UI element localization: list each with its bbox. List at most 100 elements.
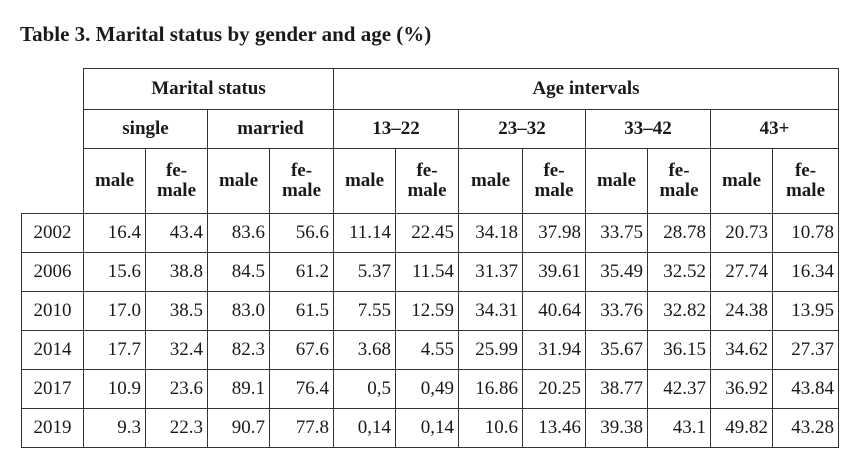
corner-cell (21, 109, 84, 149)
value-cell: 32.82 (647, 291, 712, 331)
corner-cell (21, 68, 84, 110)
value-cell: 36.15 (647, 330, 712, 370)
subgroup-header: single (83, 109, 208, 149)
gender-header-female-part1: fe- (416, 160, 438, 181)
year-cell: 2010 (21, 291, 84, 331)
gender-header-male: male (458, 148, 524, 214)
value-cell: 15.6 (83, 252, 146, 292)
value-cell: 42.37 (647, 369, 712, 409)
value-cell: 11.54 (395, 252, 460, 292)
value-cell: 34.62 (710, 330, 774, 370)
value-cell: 34.18 (458, 213, 524, 253)
gender-header-female-part2: male (156, 180, 197, 201)
value-cell: 61.2 (268, 252, 335, 292)
gender-header-male: male (207, 148, 270, 214)
value-cell: 10.9 (83, 369, 146, 409)
subgroup-header: married (206, 109, 335, 149)
value-cell: 0,49 (395, 369, 460, 409)
value-cell: 11.14 (333, 213, 397, 253)
value-cell: 90.7 (207, 408, 270, 448)
gender-header-female: fe-male (772, 148, 840, 214)
value-cell: 32.52 (647, 252, 712, 292)
value-cell: 76.4 (268, 369, 335, 409)
value-cell: 34.31 (458, 291, 524, 331)
value-cell: 10.78 (772, 213, 840, 253)
gender-header-female-part2: male (785, 180, 826, 201)
value-cell: 38.77 (585, 369, 649, 409)
gender-header-female: fe-male (268, 148, 335, 214)
value-cell: 0,5 (333, 369, 397, 409)
year-cell: 2006 (21, 252, 84, 292)
table-row: 2006 15.6 38.8 84.5 61.2 5.37 11.54 31.37 39.61 3… (21, 252, 840, 292)
gender-header-female-part2: male (659, 180, 699, 201)
value-cell: 3.68 (333, 330, 397, 370)
value-cell: 83.6 (207, 213, 270, 253)
value-cell: 35.67 (585, 330, 649, 370)
value-cell: 84.5 (207, 252, 270, 292)
value-cell: 16.4 (83, 213, 146, 253)
gender-header-male: male (710, 148, 774, 214)
year-cell: 2014 (21, 330, 84, 370)
value-cell: 10.6 (458, 408, 524, 448)
value-cell: 27.74 (710, 252, 774, 292)
gender-header-female-part1: fe- (668, 160, 690, 181)
value-cell: 33.75 (585, 213, 649, 253)
value-cell: 40.64 (522, 291, 587, 331)
value-cell: 28.78 (647, 213, 712, 253)
value-cell: 12.59 (395, 291, 460, 331)
gender-header-female: fe-male (145, 148, 208, 214)
corner-cell (21, 148, 84, 214)
value-cell: 82.3 (207, 330, 270, 370)
year-cell: 2019 (21, 408, 84, 448)
year-cell: 2002 (21, 213, 84, 253)
value-cell: 20.25 (522, 369, 587, 409)
table-row: 2017 10.9 23.6 89.1 76.4 0,5 0,49 16.86 20.25 38.… (21, 369, 840, 409)
gender-header-female-part2: male (407, 180, 447, 201)
table-row: 2019 9.3 22.3 90.7 77.8 0,14 0,14 10.6 13.46 39.3… (21, 408, 840, 448)
value-cell: 83.0 (207, 291, 270, 331)
gender-header-female-part2: male (534, 180, 574, 201)
value-cell: 5.37 (333, 252, 397, 292)
value-cell: 13.46 (522, 408, 587, 448)
value-cell: 31.94 (522, 330, 587, 370)
table-title: Table 3. Marital status by gender and ag… (20, 22, 432, 46)
value-cell: 89.1 (207, 369, 270, 409)
value-cell: 61.5 (268, 291, 335, 331)
value-cell: 24.38 (710, 291, 774, 331)
value-cell: 7.55 (333, 291, 397, 331)
value-cell: 31.37 (458, 252, 524, 292)
value-cell: 32.4 (145, 330, 208, 370)
subgroup-header: 33–42 (585, 109, 712, 149)
value-cell: 9.3 (83, 408, 146, 448)
value-cell: 43.4 (145, 213, 208, 253)
value-cell: 77.8 (268, 408, 335, 448)
value-cell: 16.34 (772, 252, 840, 292)
value-cell: 20.73 (710, 213, 774, 253)
table-row: 2010 17.0 38.5 83.0 61.5 7.55 12.59 34.31 40.64 3… (21, 291, 840, 331)
value-cell: 23.6 (145, 369, 208, 409)
gender-header-female-part1: fe- (165, 160, 188, 181)
value-cell: 67.6 (268, 330, 335, 370)
gender-header-female-part1: fe- (290, 160, 313, 181)
table-row: 2014 17.7 32.4 82.3 67.6 3.68 4.55 25.99 31.94 35… (21, 330, 840, 370)
value-cell: 35.49 (585, 252, 649, 292)
value-cell: 49.82 (710, 408, 774, 448)
value-cell: 17.7 (83, 330, 146, 370)
table-row: 2002 16.4 43.4 83.6 56.6 11.14 22.45 34.18 37.98… (21, 213, 840, 253)
value-cell: 0,14 (333, 408, 397, 448)
value-cell: 17.0 (83, 291, 146, 331)
value-cell: 43.84 (772, 369, 840, 409)
marital-status-table: Marital status Age intervals single marr… (21, 68, 840, 448)
gender-header-female: fe-male (395, 148, 460, 214)
value-cell: 36.92 (710, 369, 774, 409)
value-cell: 22.3 (145, 408, 208, 448)
group-header-marital: Marital status (82, 68, 335, 110)
gender-header-male: male (333, 148, 397, 214)
value-cell: 43.1 (647, 408, 712, 448)
value-cell: 27.37 (772, 330, 840, 370)
gender-header-female: fe-male (522, 148, 587, 214)
gender-header-male: male (585, 148, 649, 214)
value-cell: 43.28 (772, 408, 840, 448)
year-cell: 2017 (21, 369, 84, 409)
value-cell: 0,14 (395, 408, 460, 448)
